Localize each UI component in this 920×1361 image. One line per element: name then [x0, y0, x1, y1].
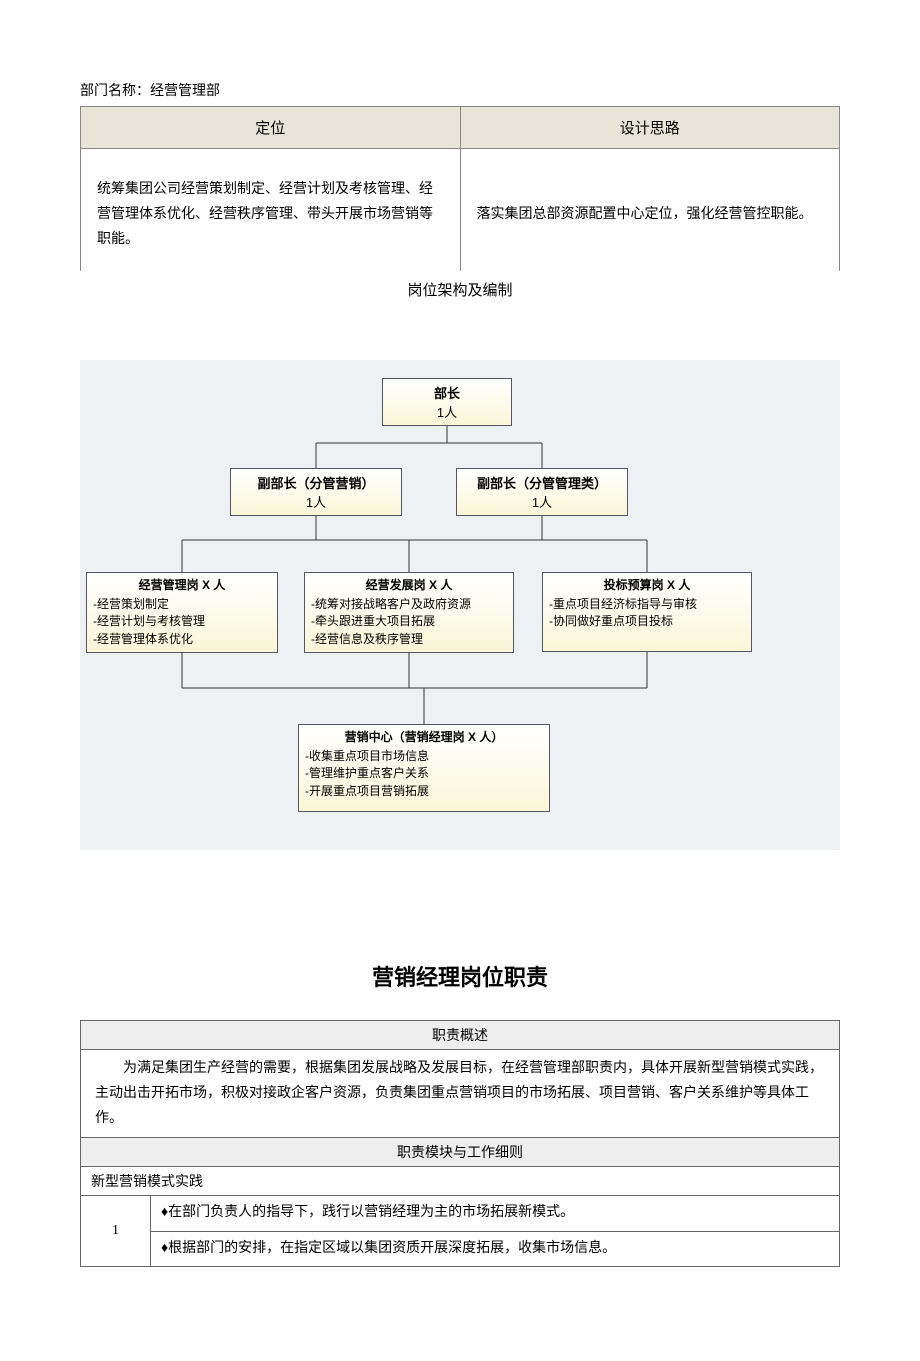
rule-1b: ♦根据部门的安排，在指定区域以集团资质开展深度拓展，收集市场信息。: [151, 1231, 840, 1267]
org-node: 经营发展岗 X 人-统筹对接战略客户及政府资源-牵头跟进重大项目拓展-经营信息及…: [304, 572, 514, 654]
rule-num-1: 1: [81, 1196, 151, 1267]
module-1-name: 新型营销模式实践: [81, 1167, 840, 1196]
org-node: 经营管理岗 X 人-经营策划制定-经营计划与考核管理-经营管理体系优化: [86, 572, 278, 654]
positioning-cell: 统筹集团公司经营策划制定、经营计划及考核管理、经营管理体系优化、经营秩序管理、带…: [81, 149, 461, 271]
col-header-positioning: 定位: [81, 107, 461, 149]
overview-text: 为满足集团生产经营的需要，根据集团发展战略及发展目标，在经营管理部职责内，具体开…: [81, 1049, 840, 1138]
org-node: 副部长（分管管理类）1人: [456, 468, 628, 516]
job-desc-table: 职责概述 为满足集团生产经营的需要，根据集团发展战略及发展目标，在经营管理部职责…: [80, 1020, 840, 1268]
col-header-design: 设计思路: [460, 107, 840, 149]
job-title: 营销经理岗位职责: [80, 960, 840, 992]
org-chart: 部长1人副部长（分管营销）1人 副部长（分管管理类）1人经营管理岗 X 人-经营策…: [80, 360, 840, 850]
module-hdr: 职责模块与工作细则: [81, 1138, 840, 1167]
design-cell: 落实集团总部资源配置中心定位，强化经营管控职能。: [460, 149, 840, 271]
org-node: 营销中心（营销经理岗 X 人）-收集重点项目市场信息-管理维护重点客户关系-开展…: [298, 724, 550, 812]
dept-label: 部门名称：经营管理部: [80, 80, 840, 100]
org-node: 投标预算岗 X 人-重点项目经济标指导与审核-协同做好重点项目投标: [542, 572, 752, 652]
arch-title: 岗位架构及编制: [80, 279, 840, 300]
org-node: 部长1人: [382, 378, 512, 426]
org-node: 副部长（分管营销）1人: [230, 468, 402, 516]
positioning-table: 定位 设计思路 统筹集团公司经营策划制定、经营计划及考核管理、经营管理体系优化、…: [80, 106, 840, 271]
rule-1a: ♦在部门负责人的指导下，践行以营销经理为主的市场拓展新模式。: [151, 1196, 840, 1232]
overview-hdr: 职责概述: [81, 1020, 840, 1049]
